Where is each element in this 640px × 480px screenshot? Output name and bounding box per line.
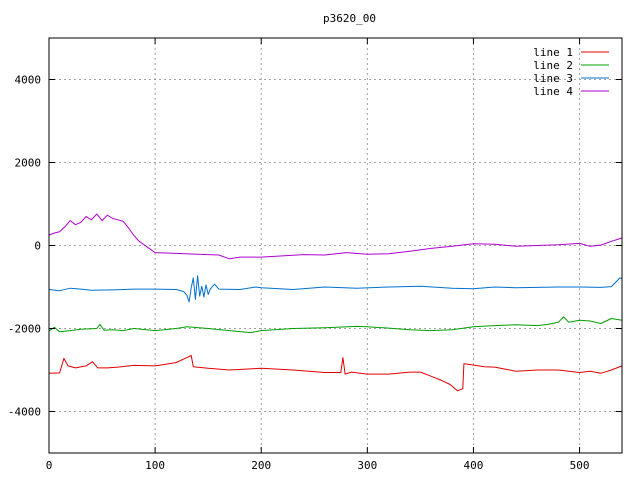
y-tick-label: 2000 [15,157,42,170]
chart-title: p3620_00 [323,12,376,25]
x-tick-label: 100 [145,459,165,472]
y-tick-label: -2000 [8,323,41,336]
legend-label: line 4 [533,85,573,98]
series-line-1 [48,355,623,392]
series-line-2 [48,316,623,334]
x-tick-label: 300 [357,459,377,472]
x-tick-label: 400 [464,459,484,472]
y-tick-label: 0 [34,240,41,253]
series-group [48,213,623,392]
legend-label: line 1 [533,46,573,59]
x-tick-label: 200 [251,459,271,472]
x-tick-label: 500 [570,459,590,472]
series-line-4 [48,213,623,260]
x-tick-label: 0 [46,459,53,472]
legend-label: line 3 [533,72,573,85]
y-tick-label: 4000 [15,74,42,87]
y-tick-label: -4000 [8,406,41,419]
series-line-3 [48,275,623,303]
legend-label: line 2 [533,59,573,72]
axis-ticks: 0 100 200 300 400 500 -4000 -2000 0 2000 4000 [8,38,622,472]
